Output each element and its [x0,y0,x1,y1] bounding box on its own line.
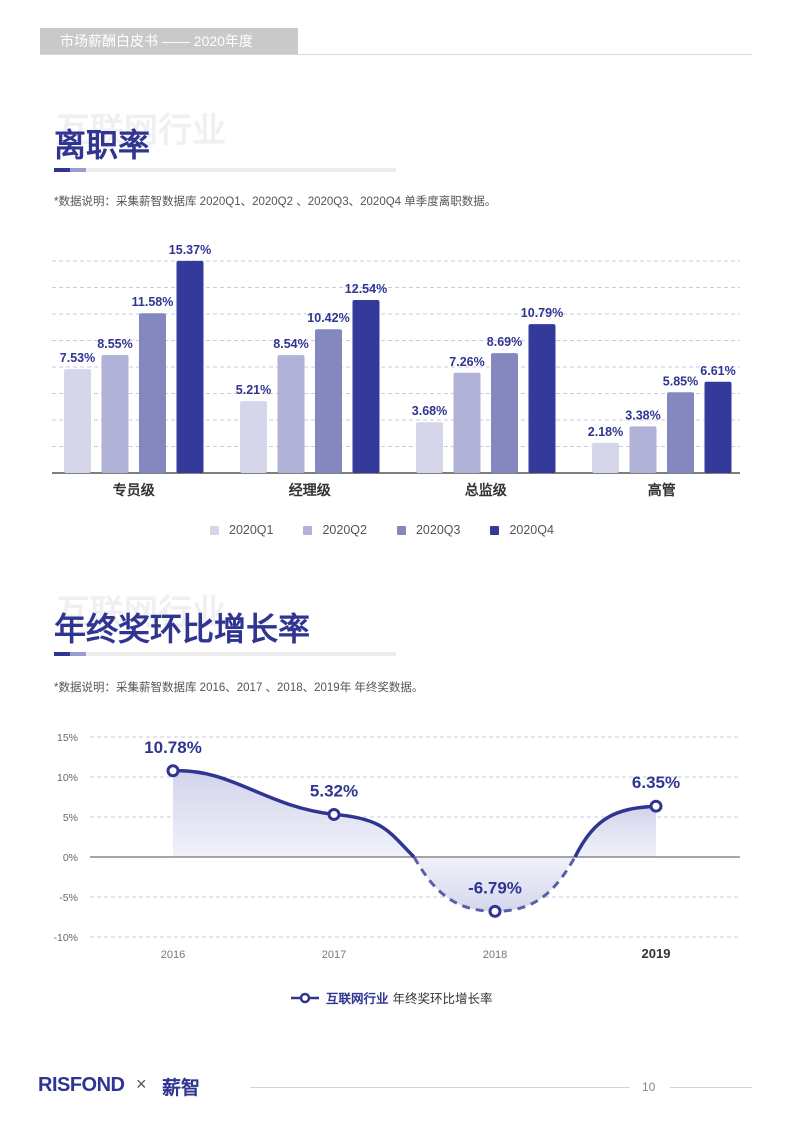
bar-2020q1 [592,442,619,473]
bar-value-label: 8.55% [97,337,132,351]
legend-label: 2020Q1 [229,523,274,537]
bar-chart-legend: 2020Q1 2020Q2 2020Q3 2020Q4 [210,523,554,537]
title-underline [54,168,396,172]
legend-swatch [490,525,500,535]
title-underline [54,652,396,656]
legend-item-q3: 2020Q3 [396,523,461,537]
y-tick-label: 15% [57,732,78,744]
collab-x: × [136,1074,147,1094]
data-value-label: 5.32% [310,781,358,800]
section-watermark: 互联网行业 [56,594,226,632]
category-label: 总监级 [465,482,508,498]
data-value-label: 10.78% [144,738,202,757]
x-tick-label: 2017 [322,949,346,961]
bar-2020q3 [139,313,166,473]
data-point [166,764,180,778]
xinzhi-logo: 薪智 [162,1078,201,1099]
x-tick-label: 2018 [483,949,507,961]
legend-item-q2: 2020Q2 [303,523,367,537]
positive-area-fill [575,806,656,857]
section-watermark: 互联网行业 [56,112,226,150]
bar-2020q1 [416,422,443,473]
bar-2020q4 [528,324,556,473]
bar-value-label: 3.38% [625,408,660,422]
legend-label: 2020Q3 [415,523,461,537]
legend-label: 2020Q2 [322,523,367,537]
area-chart-legend: 互联网行业 年终奖环比增长率 [290,988,493,1007]
bar-value-label: 5.85% [663,374,698,388]
data-point [327,807,341,821]
legend-item-q1: 2020Q1 [210,523,273,537]
bar-value-label: 10.79% [521,306,563,320]
bar-2020q3 [667,392,694,473]
bar-value-label: 7.53% [60,351,95,365]
bar-value-label: 3.68% [412,404,447,418]
turnover-bar-chart: 7.53%8.55% 11.58% 15.37% 专员级 5.21% 8.54% 10.42… [52,243,740,498]
bar-value-label: 8.54% [273,337,308,351]
bar-2020q3 [315,329,342,473]
legend-label: 年终奖环比增长率 [392,992,493,1006]
series-line [172,769,416,859]
data-value-label: 6.35% [632,773,680,792]
legend-item-q4: 2020Q4 [490,523,554,537]
y-tick-label: -5% [59,892,78,904]
bar-value-label: 2.18% [588,425,623,439]
bar-2020q4 [176,260,204,473]
data-note: *数据说明：采集薪智数据库 2020Q1、2020Q2 、2020Q3、2020… [54,196,497,208]
legend-line-marker-icon [291,992,319,1003]
legend-swatch [303,525,313,535]
bar-value-label: 10.42% [307,311,349,325]
section-title-turnover: 离职率 [54,127,151,163]
bar-2020q2 [277,355,305,473]
bar-value-label: 5.21% [236,383,271,397]
y-tick-label: 10% [57,772,78,784]
positive-area-fill [173,770,414,857]
bar-value-label: 6.61% [700,364,735,378]
legend-swatch [210,525,219,535]
y-tick-label: -10% [53,932,78,944]
bar-2020q2 [101,355,129,473]
category-label: 经理级 [289,482,332,498]
header-bar: 市场薪酬白皮书 —— 2020年度 [40,28,752,55]
data-point [488,904,502,918]
legend-brand: 互联网行业 [326,992,389,1006]
data-value-label: -6.79% [468,878,522,897]
category-label: 高管 [648,482,676,498]
section-title-bonus-growth: 年终奖环比增长率 [54,611,311,647]
bar-2020q4 [704,381,732,473]
bar-2020q1 [240,401,267,473]
y-tick-label: 5% [63,812,78,824]
bar-value-label: 11.58% [132,295,174,309]
negative-area-fill [414,857,575,912]
bar-2020q4 [352,299,380,473]
bar-value-label: 7.26% [449,355,484,369]
bar-2020q1 [64,369,91,473]
document-tab: 市场薪酬白皮书 —— 2020年度 [40,28,298,54]
data-point [649,799,663,813]
bar-2020q2 [453,372,481,473]
category-label: 专员级 [113,482,156,498]
footer-divider [670,1087,752,1088]
bonus-growth-area-chart: 15% 10% 5% 0% -5% -10% 10.78% 5.32% -6.79% 6.35% 2… [53,732,740,961]
bar-value-label: 12.54% [345,282,387,296]
x-tick-label: 2016 [161,949,185,961]
x-tick-label: 2019 [642,946,671,961]
footer-divider [250,1087,630,1088]
data-note: *数据说明：采集薪智数据库 2016、2017 、2018、2019年 年终奖数… [54,682,424,694]
page-number: 10 [642,1080,656,1094]
bar-value-label: 15.37% [169,243,211,257]
y-tick-label: 0% [63,852,78,864]
legend-swatch [396,525,406,535]
risfond-logo: RISFOND [38,1074,125,1096]
series-line [573,804,657,858]
bar-2020q2 [629,426,657,473]
bar-2020q3 [491,353,518,473]
bar-value-label: 8.69% [487,335,522,349]
legend-label: 2020Q4 [509,523,554,537]
